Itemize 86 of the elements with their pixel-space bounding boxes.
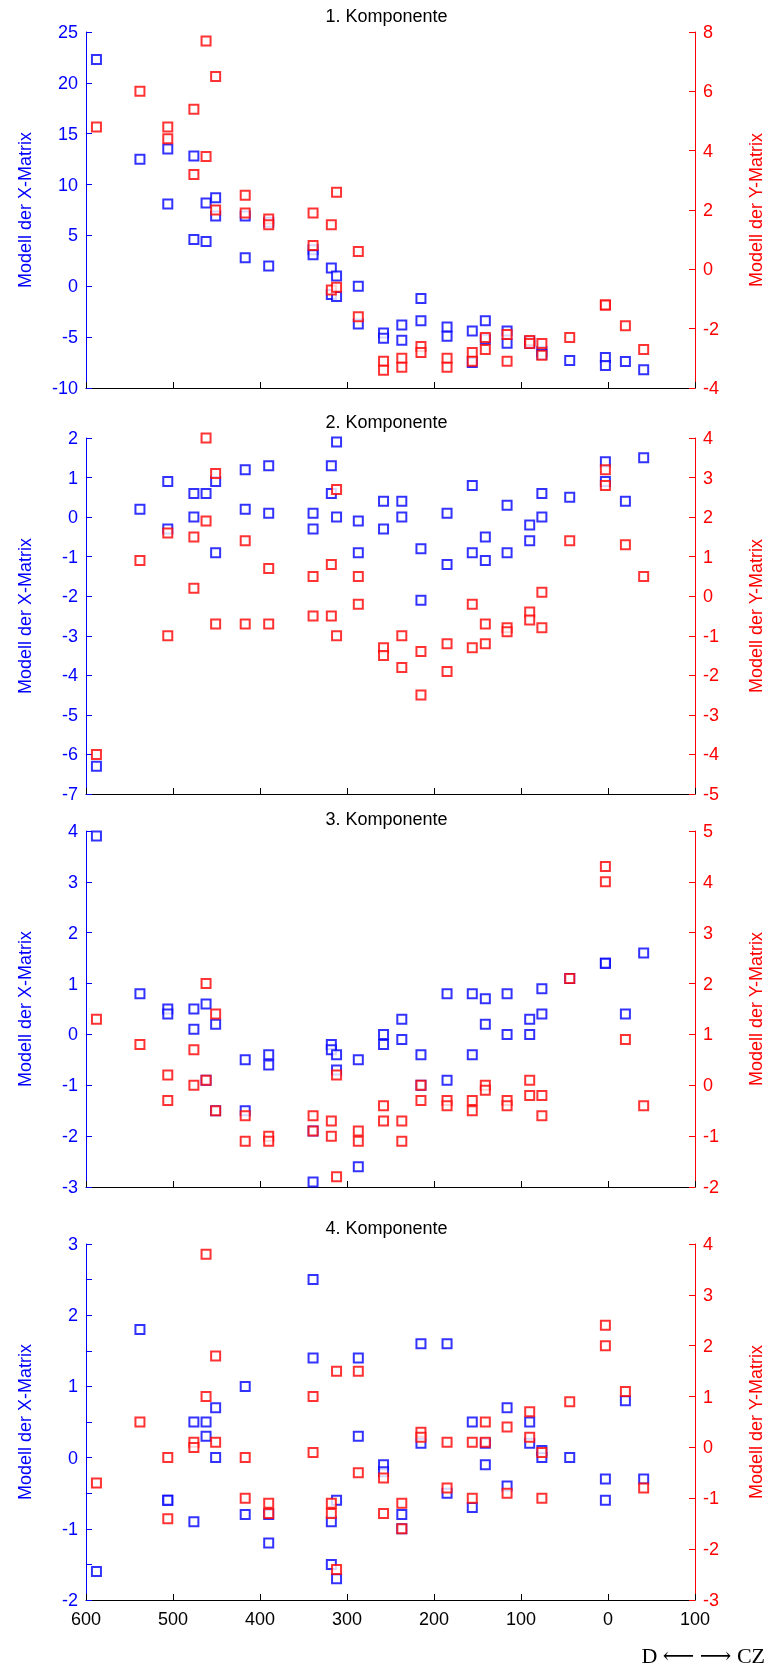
- chart-title: 1. Komponente: [325, 6, 448, 26]
- y-tick-label: -2: [61, 586, 78, 607]
- y2-tick-label: -2: [703, 318, 720, 339]
- y2-tick-label: 0: [703, 1075, 714, 1096]
- y2-axis-title: Modell der Y-Matrix: [746, 1344, 766, 1500]
- y-axis-title: Modell der X-Matrix: [15, 537, 35, 695]
- y-tick-label: -6: [61, 744, 78, 765]
- x-tick-label: 200: [418, 1609, 450, 1629]
- y-tick-label: -7: [61, 784, 78, 804]
- y2-tick-label: 5: [703, 821, 714, 841]
- y2-tick-label: -2: [703, 665, 720, 686]
- y2-tick-label: 1: [703, 1386, 714, 1407]
- x-tick-label: 100: [679, 1609, 711, 1629]
- x-tick-label: 0: [602, 1609, 614, 1629]
- y-tick-label: 0: [67, 1024, 78, 1045]
- y-tick-label: 10: [57, 174, 78, 195]
- x-tick-label: 100: [505, 1609, 537, 1629]
- y2-tick-label: -4: [703, 378, 720, 398]
- y-tick-label: -10: [51, 378, 78, 398]
- y-tick-label: 0: [67, 276, 78, 297]
- y2-tick-label: -1: [703, 625, 720, 646]
- x-tick-label: 400: [244, 1609, 276, 1629]
- y2-tick-label: 0: [703, 586, 714, 607]
- x-tick-label: 600: [70, 1609, 102, 1629]
- y-tick-label: -2: [61, 1126, 78, 1147]
- x-tick-label: 300: [331, 1609, 363, 1629]
- y2-tick-label: 4: [703, 428, 714, 448]
- y2-axis-title: Modell der Y-Matrix: [746, 132, 766, 288]
- x-tick-label: 500: [157, 1609, 189, 1629]
- y2-tick-label: 4: [703, 1234, 714, 1254]
- y2-axis-title: Modell der Y-Matrix: [746, 931, 766, 1087]
- y-tick-label: -3: [61, 625, 78, 646]
- y-tick-label: 3: [67, 1234, 78, 1254]
- y-tick-label: 2: [67, 922, 78, 943]
- y-tick-label: 1: [67, 467, 78, 488]
- y-tick-label: -4: [61, 665, 78, 686]
- y2-tick-label: 2: [703, 507, 714, 528]
- y-axis-title: Modell der X-Matrix: [15, 930, 35, 1088]
- chart-title: 3. Komponente: [325, 809, 448, 829]
- y-axis-title: Modell der X-Matrix: [15, 1343, 35, 1501]
- y2-axis-title: Modell der Y-Matrix: [746, 538, 766, 694]
- y2-tick-label: -3: [703, 704, 720, 725]
- chart-title: 2. Komponente: [325, 412, 448, 432]
- y2-tick-label: 2: [703, 1335, 714, 1356]
- y2-tick-label: 4: [703, 140, 714, 161]
- y-axis-title: Modell der X-Matrix: [15, 131, 35, 289]
- y-tick-label: -5: [61, 327, 78, 348]
- y-tick-label: 1: [67, 1376, 78, 1397]
- y2-tick-label: -2: [703, 1177, 720, 1197]
- y2-tick-label: 4: [703, 871, 714, 892]
- y-tick-label: -1: [61, 1518, 78, 1539]
- y-tick-label: 4: [67, 821, 78, 841]
- y-tick-label: 5: [67, 225, 78, 246]
- y2-tick-label: 3: [703, 467, 714, 488]
- y2-tick-label: -3: [703, 1590, 720, 1610]
- y-tick-label: 0: [67, 1447, 78, 1468]
- y-tick-label: -2: [61, 1590, 78, 1610]
- y2-tick-label: 1: [703, 1024, 714, 1045]
- y-tick-label: 20: [57, 72, 78, 93]
- y2-tick-label: 3: [703, 922, 714, 943]
- y2-tick-label: -2: [703, 1539, 720, 1560]
- y2-tick-label: -1: [703, 1126, 720, 1147]
- y-tick-label: 1: [67, 973, 78, 994]
- y2-tick-label: 6: [703, 81, 714, 102]
- y-tick-label: 2: [67, 1305, 78, 1326]
- y2-tick-label: 2: [703, 200, 714, 220]
- y2-tick-label: 2: [703, 973, 714, 994]
- y2-tick-label: -1: [703, 1488, 720, 1509]
- text: D ⟵ ⟶ CZ: [641, 1642, 765, 1668]
- y-tick-label: 15: [57, 123, 78, 144]
- y-tick-label: 0: [67, 507, 78, 528]
- chart-title: 4. Komponente: [325, 1218, 448, 1238]
- y2-tick-label: 3: [703, 1284, 714, 1305]
- y2-tick-label: 0: [703, 1437, 714, 1458]
- y2-tick-label: 1: [703, 546, 714, 567]
- y2-tick-label: -5: [703, 784, 720, 804]
- y2-tick-label: 0: [703, 259, 714, 280]
- y-tick-label: -1: [61, 1075, 78, 1096]
- y2-tick-label: 8: [703, 22, 714, 42]
- y2-tick-label: -4: [703, 744, 720, 765]
- y-tick-label: 25: [57, 22, 78, 42]
- y-tick-label: 2: [67, 428, 78, 448]
- y-tick-label: 3: [67, 871, 78, 892]
- y-tick-label: -5: [61, 704, 78, 725]
- y-tick-label: -3: [61, 1177, 78, 1197]
- y-tick-label: -1: [61, 546, 78, 567]
